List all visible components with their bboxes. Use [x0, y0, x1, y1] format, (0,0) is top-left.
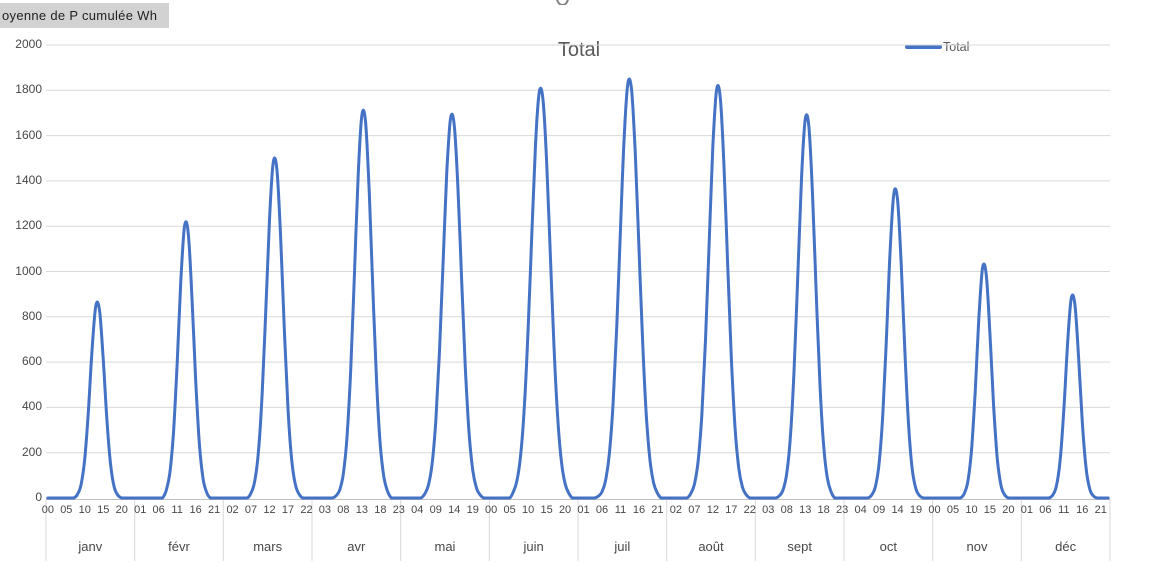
x-axis-hour-label: 03: [762, 504, 775, 516]
x-axis-month-label: févr: [168, 539, 190, 554]
x-axis-hour-label: 16: [632, 504, 646, 516]
x-axis-hour-label: 11: [614, 504, 627, 516]
x-axis-hour-label: 01: [1020, 504, 1033, 516]
x-axis-hour-label: 22: [743, 504, 756, 516]
y-axis-tick-label: 2000: [15, 37, 42, 51]
x-axis-month-label: sept: [787, 539, 812, 554]
x-axis-month-label: juil: [614, 539, 631, 554]
x-axis-hour-label: 22: [300, 504, 313, 516]
x-axis-hour-label: 23: [392, 504, 405, 516]
x-axis-month-label: janv: [78, 539, 103, 554]
total-series-line: [46, 77, 1110, 500]
x-axis-month-label: mars: [253, 539, 283, 554]
x-axis-hour-label: 08: [337, 504, 350, 516]
x-axis-hour-label: 19: [909, 504, 923, 516]
x-axis-month-label: août: [698, 539, 724, 554]
x-axis-hour-label: 21: [651, 504, 664, 516]
x-axis-hour-label: 02: [226, 504, 239, 516]
x-axis-month-label: juin: [523, 539, 544, 554]
x-axis-hour-label: 20: [1002, 504, 1015, 516]
x-axis-hour-label: 14: [448, 504, 461, 516]
x-axis-hour-label: 21: [207, 504, 221, 516]
x-axis-hour-label: 06: [1039, 504, 1052, 516]
x-axis-hour-label: 06: [152, 504, 165, 516]
y-axis-tick-label: 800: [21, 308, 42, 323]
x-axis-month-label: mai: [434, 539, 456, 554]
x-axis-hour-label: 06: [595, 504, 609, 516]
x-axis-hour-label: 14: [891, 504, 904, 516]
x-axis-hour-label: 10: [522, 504, 535, 516]
x-axis-hour-label: 05: [60, 504, 73, 516]
x-axis-hour-label: 08: [780, 504, 793, 516]
x-axis-hour-label: 17: [725, 504, 738, 516]
y-axis-tick-label: 200: [21, 444, 42, 459]
x-axis-hour-label: 12: [263, 504, 276, 516]
x-axis-hour-label: 07: [688, 504, 701, 516]
y-axis-tick-label: 1400: [15, 172, 42, 187]
pivot-field-button[interactable]: oyenne de P cumulée Wh: [0, 3, 170, 28]
y-axis-tick-label: 1600: [15, 127, 42, 142]
x-axis-month-label: déc: [1055, 539, 1077, 554]
x-axis-hour-label: 13: [355, 504, 368, 516]
x-axis-hour-label: 18: [374, 504, 387, 516]
x-axis-month-label: avr: [347, 539, 366, 554]
x-axis-hour-label: 21: [1094, 504, 1107, 516]
x-axis-hour-label: 01: [134, 504, 147, 516]
x-axis-hour-label: 17: [281, 504, 295, 516]
y-axis-tick-label: 0: [35, 490, 42, 504]
x-axis-hour-label: 05: [503, 504, 516, 516]
x-axis-hour-label: 19: [466, 504, 479, 516]
x-axis-hour-label: 04: [854, 504, 867, 516]
x-axis-hour-label: 23: [836, 504, 849, 516]
x-axis-hour-label: 18: [817, 504, 830, 516]
x-axis-hour-label: 04: [411, 504, 424, 516]
x-axis-hour-label: 13: [799, 504, 812, 516]
x-axis-month-label: nov: [966, 539, 988, 554]
x-axis-hour-label: 02: [669, 504, 683, 516]
y-axis-tick-label: 1200: [15, 218, 42, 233]
x-axis-hour-label: 09: [872, 504, 886, 516]
y-axis-tick-label: 1000: [15, 263, 42, 278]
x-axis-hour-label: 20: [115, 504, 128, 516]
x-axis-hour-label: 00: [928, 504, 941, 516]
legend[interactable]: Total: [905, 40, 969, 54]
x-axis-hour-label: 05: [946, 504, 960, 516]
x-axis-hour-label: 03: [318, 504, 332, 516]
legend-line-swatch: [905, 45, 942, 49]
x-axis-hour-label: 01: [577, 504, 590, 516]
x-axis-hour-label: 20: [558, 504, 572, 516]
y-axis-tick-label: 400: [21, 399, 42, 414]
x-axis-hour-label: 12: [706, 504, 719, 516]
x-axis-hour-label: 16: [1076, 504, 1089, 516]
x-axis-month-label: oct: [879, 539, 897, 554]
y-axis-tick-label: 1800: [15, 82, 42, 97]
x-axis-hour-label: 16: [189, 504, 202, 516]
x-axis-hour-label: 07: [244, 504, 258, 516]
cutoff-glyph: [556, 0, 570, 5]
x-axis-hour-label: 15: [983, 504, 997, 516]
x-axis-hour-label: 00: [41, 504, 54, 516]
x-axis-hour-label: 15: [540, 504, 553, 516]
x-axis-hour-label: 11: [171, 504, 183, 516]
x-axis-hour-label: 11: [1058, 504, 1070, 516]
x-axis-hour-label: 10: [965, 504, 978, 516]
x-axis-hour-label: 09: [429, 504, 442, 516]
x-axis-hour-label: 10: [78, 504, 91, 516]
x-axis-hour-label: 00: [485, 504, 498, 516]
x-axis-hour-label: 15: [97, 504, 110, 516]
legend-label: Total: [943, 40, 970, 54]
y-axis-tick-label: 600: [21, 354, 42, 369]
